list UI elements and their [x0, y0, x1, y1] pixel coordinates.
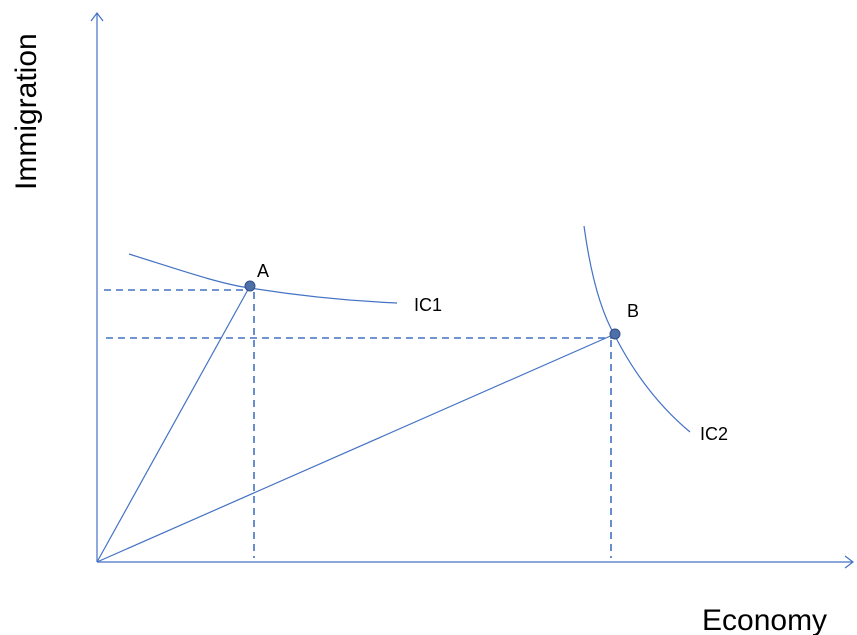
- ray-origin-to-b: [96, 333, 616, 563]
- point-a-label: A: [257, 261, 269, 281]
- curve-ic2-label: IC2: [700, 424, 728, 444]
- y-axis-label: Immigration: [10, 33, 43, 190]
- y-axis-arrowhead: [90, 12, 104, 22]
- point-a-marker: [244, 280, 256, 292]
- point-b-label: B: [627, 301, 639, 321]
- x-axis-arrowhead: [844, 555, 854, 569]
- ray-origin-to-a: [96, 285, 251, 563]
- x-axis-label: Economy: [702, 604, 827, 635]
- indifference-curve-ic2: [583, 225, 691, 433]
- curve-ic1-label: IC1: [414, 295, 442, 315]
- point-b-marker: [609, 328, 621, 340]
